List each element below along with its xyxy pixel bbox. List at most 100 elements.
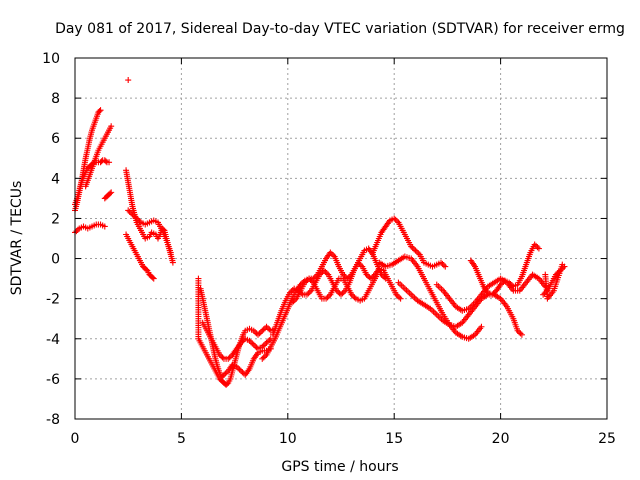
- data-point: [316, 271, 323, 278]
- data-point: [490, 290, 497, 297]
- series-track: [369, 215, 449, 270]
- x-tick-label: 15: [385, 431, 403, 447]
- series-track: [82, 123, 115, 190]
- data-point: [233, 363, 240, 370]
- data-point: [73, 228, 80, 235]
- data-point: [236, 366, 243, 373]
- data-point: [303, 291, 310, 298]
- data-point: [290, 298, 297, 305]
- data-point: [106, 159, 113, 166]
- series-track: [199, 319, 274, 362]
- data-point: [291, 297, 298, 304]
- data-point: [379, 272, 386, 279]
- data-point: [392, 216, 399, 223]
- data-point: [323, 295, 330, 302]
- data-point: [357, 262, 364, 269]
- x-tick-labels: 0 5 10 15 20 25: [71, 431, 616, 447]
- data-point: [339, 290, 346, 297]
- data-point: [440, 262, 447, 269]
- data-point: [288, 288, 295, 295]
- series-track: [72, 107, 104, 214]
- data-point: [348, 291, 355, 298]
- plot-frame: [74, 57, 608, 420]
- series-track: [125, 77, 132, 84]
- data-point: [499, 280, 506, 287]
- data-point: [167, 249, 174, 256]
- series-track: [376, 253, 485, 342]
- data-point: [306, 275, 313, 282]
- data-point: [260, 326, 267, 333]
- series-track: [467, 241, 542, 298]
- data-point: [143, 266, 150, 273]
- data-point: [289, 299, 296, 306]
- data-point: [220, 371, 227, 378]
- y-tick-label: 10: [42, 51, 60, 67]
- data-point: [391, 215, 398, 222]
- data-point: [411, 246, 418, 253]
- data-point: [150, 275, 157, 282]
- data-point: [507, 280, 514, 287]
- y-tick-label: 4: [51, 171, 60, 187]
- data-point: [438, 259, 445, 266]
- data-point: [264, 338, 271, 345]
- data-point: [364, 272, 371, 279]
- data-point: [322, 268, 329, 275]
- data-point: [135, 216, 142, 223]
- data-point: [397, 295, 404, 302]
- series-track: [395, 279, 525, 338]
- series-track: [72, 221, 108, 236]
- data-point: [325, 292, 332, 299]
- series-track: [433, 271, 549, 314]
- x-tick-label: 10: [279, 431, 297, 447]
- data-point: [393, 291, 400, 298]
- data-point: [259, 343, 266, 350]
- data-point: [534, 244, 541, 251]
- data-point: [108, 123, 115, 130]
- y-tick-label: -2: [46, 292, 60, 308]
- data-point: [249, 340, 256, 347]
- data-point: [260, 342, 267, 349]
- y-tick-label: 6: [51, 131, 60, 147]
- data-point: [129, 211, 136, 218]
- data-point: [263, 339, 270, 346]
- data-point: [262, 353, 269, 360]
- data-point: [320, 267, 327, 274]
- data-point: [318, 270, 325, 277]
- data-point: [169, 259, 176, 266]
- data-point: [239, 338, 246, 345]
- data-point: [286, 289, 293, 296]
- series-track: [289, 271, 381, 306]
- data-point: [308, 278, 315, 285]
- y-tick-label: 2: [51, 211, 60, 227]
- data-point: [518, 331, 525, 338]
- data-point: [350, 292, 357, 299]
- data-point: [305, 290, 312, 297]
- y-tick-label: -8: [46, 412, 60, 428]
- data-point: [351, 294, 358, 301]
- data-point: [130, 212, 137, 219]
- series-track: [542, 261, 566, 302]
- data-point: [247, 339, 254, 346]
- data-point: [237, 339, 244, 346]
- data-point: [108, 189, 115, 196]
- data-point: [96, 108, 103, 115]
- data-point: [396, 294, 403, 301]
- data-point: [266, 337, 273, 344]
- data-point: [222, 370, 229, 377]
- data-point: [340, 288, 347, 295]
- data-point: [216, 351, 223, 358]
- data-point: [363, 271, 370, 278]
- data-point: [415, 250, 422, 257]
- chart-title: Day 081 of 2017, Sidereal Day-to-day VTE…: [55, 21, 625, 37]
- data-point: [506, 279, 513, 286]
- data-point: [409, 244, 416, 251]
- data-point: [514, 327, 521, 334]
- y-tick-label: -4: [46, 332, 60, 348]
- data-point: [226, 354, 233, 361]
- data-point: [149, 274, 156, 281]
- data-point: [250, 341, 257, 348]
- data-point: [219, 354, 226, 361]
- data-point: [260, 354, 267, 361]
- data-point: [533, 242, 540, 249]
